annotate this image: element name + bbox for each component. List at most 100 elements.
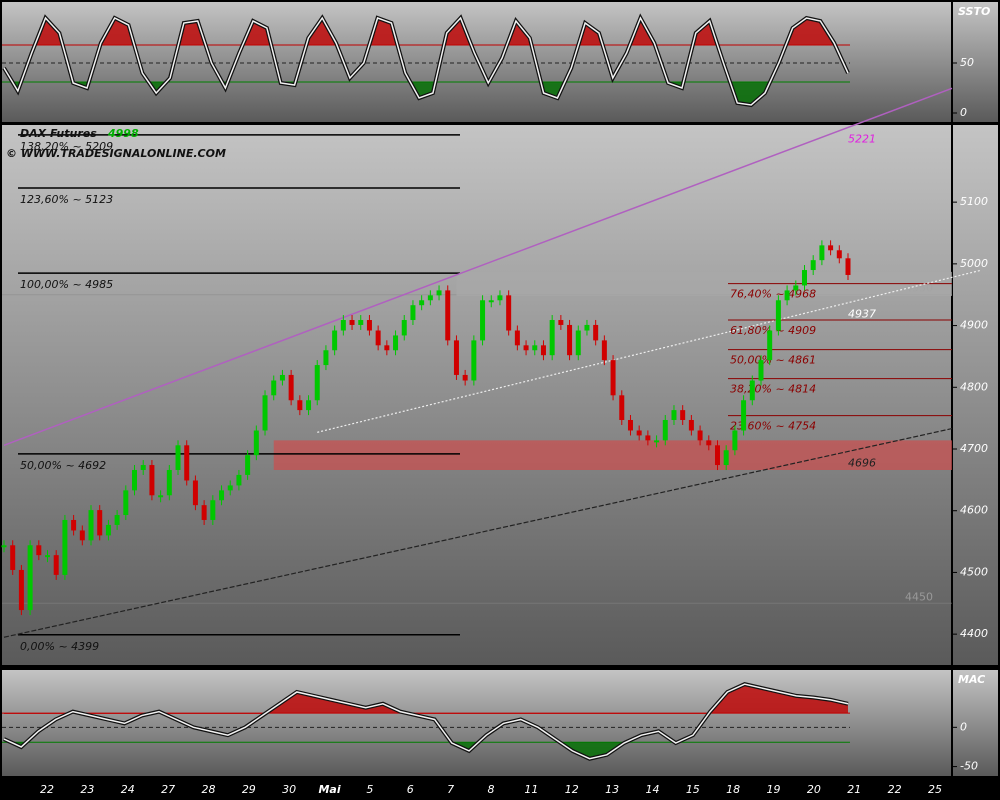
candle xyxy=(358,320,364,325)
candle xyxy=(279,374,285,381)
candle xyxy=(532,345,538,351)
y-tick-label: 4400 xyxy=(960,627,988,640)
candle xyxy=(253,430,259,456)
candle xyxy=(166,469,172,496)
x-tick-label: 6 xyxy=(407,783,414,796)
panel-title: SSTO xyxy=(958,5,990,18)
candle xyxy=(836,250,842,259)
y-tick-label: 0 xyxy=(960,106,967,119)
y-tick-label: -50 xyxy=(960,760,978,773)
candle xyxy=(610,360,616,396)
candle xyxy=(27,545,33,611)
candle xyxy=(332,330,338,351)
candle xyxy=(758,360,764,381)
x-tick-label: 18 xyxy=(726,783,740,796)
candle xyxy=(427,295,433,301)
fib-label: 0,00% ~ 4399 xyxy=(20,640,99,653)
candle xyxy=(506,295,512,331)
candle xyxy=(175,445,181,470)
candle xyxy=(453,340,459,375)
candle xyxy=(793,285,799,291)
candle xyxy=(201,505,207,520)
panel xyxy=(2,125,998,665)
candle xyxy=(384,345,390,351)
candle xyxy=(828,245,834,251)
candle xyxy=(97,510,103,536)
chart-title: DAX Futures xyxy=(20,127,97,140)
candle xyxy=(810,260,816,271)
candle xyxy=(236,474,242,486)
candle xyxy=(71,519,77,531)
y-tick-label: 4700 xyxy=(960,442,988,455)
candle xyxy=(158,495,164,498)
y-tick-label: 5000 xyxy=(960,257,988,270)
x-tick-label: 30 xyxy=(282,783,296,796)
candle xyxy=(245,455,251,475)
candle xyxy=(654,440,660,443)
x-tick-label: 23 xyxy=(80,783,94,796)
y-tick-label: 0 xyxy=(960,720,967,733)
candle xyxy=(219,490,225,501)
candle xyxy=(105,524,111,536)
candle xyxy=(88,510,94,541)
fib-label: 50,00% ~ 4692 xyxy=(20,459,106,472)
candle xyxy=(297,400,303,411)
trendline-label: 4937 xyxy=(848,308,876,321)
series-line xyxy=(3,16,849,106)
candle xyxy=(462,374,468,381)
x-tick-label: 19 xyxy=(767,783,781,796)
candle xyxy=(819,245,825,261)
candle xyxy=(706,440,712,446)
panel xyxy=(2,670,998,776)
x-tick-label: 12 xyxy=(565,783,579,796)
candle xyxy=(680,410,686,420)
trendline xyxy=(3,87,953,446)
x-tick-label: Mai xyxy=(318,783,340,796)
candle xyxy=(714,445,720,466)
trendline xyxy=(317,269,981,433)
x-tick-label: 22 xyxy=(40,783,54,796)
trendline-label: 4696 xyxy=(848,456,876,469)
y-tick-label: 50 xyxy=(960,56,974,69)
candle xyxy=(801,270,807,286)
candle xyxy=(767,330,773,361)
candle xyxy=(36,545,42,556)
candle xyxy=(845,258,851,275)
candle xyxy=(514,330,520,346)
candle xyxy=(410,305,416,321)
candle xyxy=(340,320,346,331)
candle xyxy=(18,569,24,611)
candle xyxy=(593,324,599,341)
x-tick-label: 28 xyxy=(201,783,215,796)
y-tick-label: 5100 xyxy=(960,195,988,208)
candle xyxy=(53,555,59,575)
candle xyxy=(123,490,129,516)
candle xyxy=(271,380,277,396)
candle xyxy=(401,320,407,336)
x-tick-label: 20 xyxy=(807,783,821,796)
candle xyxy=(1,545,7,548)
subtitle: © WWW.TRADESIGNALONLINE.COM xyxy=(6,147,226,160)
candle xyxy=(662,419,668,441)
candle xyxy=(549,320,555,356)
x-tick-label: 24 xyxy=(121,783,135,796)
y-tick-label: 4800 xyxy=(960,380,988,393)
candle xyxy=(436,290,442,296)
candle xyxy=(140,465,146,470)
candle xyxy=(262,395,268,431)
series-line xyxy=(3,683,849,760)
x-tick-label: 25 xyxy=(928,783,942,796)
fib-label: 50,00% ~ 4861 xyxy=(730,354,816,367)
candle xyxy=(645,435,651,441)
candle xyxy=(114,515,120,525)
candle xyxy=(784,290,790,301)
candle xyxy=(723,450,729,466)
candle xyxy=(601,340,607,361)
candle xyxy=(184,445,190,481)
y-tick-label: 4500 xyxy=(960,565,988,578)
candle xyxy=(480,300,486,341)
overbought-fill xyxy=(4,18,848,45)
x-tick-label: 5 xyxy=(366,783,373,796)
overbought-fill xyxy=(4,684,848,714)
